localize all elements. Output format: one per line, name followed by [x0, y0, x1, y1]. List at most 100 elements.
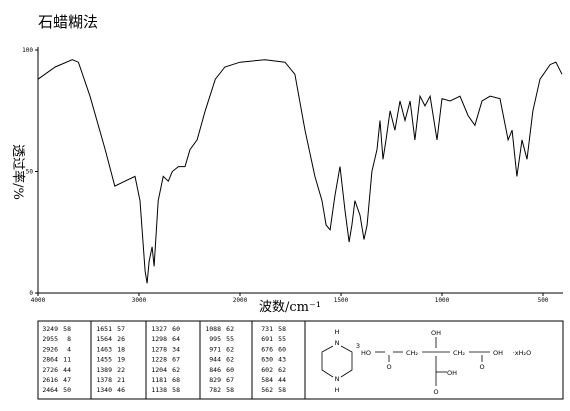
table-transmittance: 55 [226, 335, 234, 343]
table-wavenumber: 829 [209, 376, 221, 384]
table-transmittance: 60 [278, 345, 286, 353]
table-transmittance: 44 [63, 366, 71, 374]
table-wavenumber: 731 [261, 325, 273, 333]
structure-label: O [433, 388, 438, 396]
bond [340, 345, 353, 378]
table-wavenumber: 971 [209, 345, 221, 353]
y-axis-label: 透过率/% [10, 144, 26, 200]
table-transmittance: 58 [172, 386, 180, 394]
table-wavenumber: 1455 [96, 356, 112, 364]
table-wavenumber: 1298 [151, 335, 167, 343]
table-transmittance: 55 [278, 335, 286, 343]
structure-label: OH [431, 329, 441, 337]
table-transmittance: 34 [172, 345, 180, 353]
structure-label: OH [493, 349, 503, 357]
table-transmittance: 58 [226, 386, 234, 394]
y-tick-label: 100 [22, 47, 33, 54]
table-frame [37, 320, 564, 400]
table-wavenumber: 2464 [42, 386, 58, 394]
table-transmittance: 67 [172, 356, 180, 364]
table-transmittance: 44 [278, 376, 286, 384]
table-wavenumber: 2926 [42, 345, 58, 353]
x-tick-label: 1000 [435, 297, 450, 304]
table-wavenumber: 1088 [205, 325, 221, 333]
table-wavenumber: 944 [209, 356, 221, 364]
table-wavenumber: 2726 [42, 366, 58, 374]
table-transmittance: 8 [67, 335, 71, 343]
structure-label: CH₂ [453, 349, 465, 357]
table-transmittance: 62 [172, 366, 180, 374]
table-wavenumber: 1327 [151, 325, 167, 333]
structure-label: CH₂ [406, 349, 418, 357]
structure-label: H [335, 328, 340, 336]
table-wavenumber: 3249 [42, 325, 58, 333]
table-wavenumber: 1340 [96, 386, 112, 394]
structure-label: H [335, 386, 340, 394]
structure-label: ·xH₂O [513, 349, 532, 357]
table-wavenumber: 782 [209, 386, 221, 394]
table-wavenumber: 2955 [42, 335, 58, 343]
table-transmittance: 58 [278, 386, 286, 394]
table-transmittance: 68 [172, 376, 180, 384]
bond [321, 345, 334, 378]
x-tick-label: 3000 [132, 297, 147, 304]
table-transmittance: 58 [63, 325, 71, 333]
table-transmittance: 67 [226, 376, 234, 384]
y-tick-label: 0 [29, 290, 33, 297]
table-wavenumber: 2616 [42, 376, 58, 384]
table-transmittance: 62 [226, 345, 234, 353]
x-tick-label: 2000 [233, 297, 248, 304]
table-wavenumber: 1564 [96, 335, 112, 343]
table-transmittance: 60 [172, 325, 180, 333]
table-transmittance: 62 [226, 325, 234, 333]
structure-label: OH [447, 369, 457, 377]
structure-label: N [335, 339, 340, 347]
table-wavenumber: 562 [261, 386, 273, 394]
table-transmittance: 19 [117, 356, 125, 364]
table-wavenumber: 1204 [151, 366, 167, 374]
table-transmittance: 62 [278, 366, 286, 374]
y-tick-label: 50 [26, 169, 34, 176]
table-wavenumber: 1181 [151, 376, 167, 384]
table-wavenumber: 1389 [96, 366, 112, 374]
chart-title: 石蜡糊法 [38, 13, 98, 31]
table-transmittance: 21 [117, 376, 125, 384]
x-tick-label: 500 [538, 297, 549, 304]
structure-label: 3 [356, 342, 360, 350]
table-transmittance: 60 [226, 366, 234, 374]
table-transmittance: 22 [117, 366, 125, 374]
table-transmittance: 46 [117, 386, 125, 394]
table-transmittance: 58 [278, 325, 286, 333]
table-wavenumber: 630 [261, 356, 273, 364]
table-wavenumber: 584 [261, 376, 273, 384]
x-axis-label: 波数/cm⁻¹ [259, 300, 321, 315]
structure-label: O [386, 363, 391, 371]
table-wavenumber: 1278 [151, 345, 167, 353]
table-wavenumber: 995 [209, 335, 221, 343]
table-wavenumber: 1138 [151, 386, 167, 394]
table-transmittance: 57 [117, 325, 125, 333]
table-transmittance: 11 [63, 356, 71, 364]
table-wavenumber: 676 [261, 345, 273, 353]
table-transmittance: 64 [172, 335, 180, 343]
table-transmittance: 18 [117, 345, 125, 353]
table-wavenumber: 691 [261, 335, 273, 343]
structure-label: N [335, 375, 340, 383]
table-wavenumber: 602 [261, 366, 273, 374]
table-transmittance: 62 [226, 356, 234, 364]
structure-label: O [479, 363, 484, 371]
table-transmittance: 47 [63, 376, 71, 384]
table-transmittance: 26 [117, 335, 125, 343]
table-wavenumber: 1463 [96, 345, 112, 353]
structure-label: HO [361, 349, 371, 357]
axes [37, 47, 564, 400]
table-wavenumber: 846 [209, 366, 221, 374]
table-wavenumber: 1378 [96, 376, 112, 384]
table-wavenumber: 2864 [42, 356, 58, 364]
table-transmittance: 43 [278, 356, 286, 364]
table-wavenumber: 1651 [96, 325, 112, 333]
spectrum-line [37, 59, 563, 284]
x-tick-label: 1500 [334, 297, 349, 304]
table-transmittance: 50 [63, 386, 71, 394]
table-wavenumber: 1228 [151, 356, 167, 364]
